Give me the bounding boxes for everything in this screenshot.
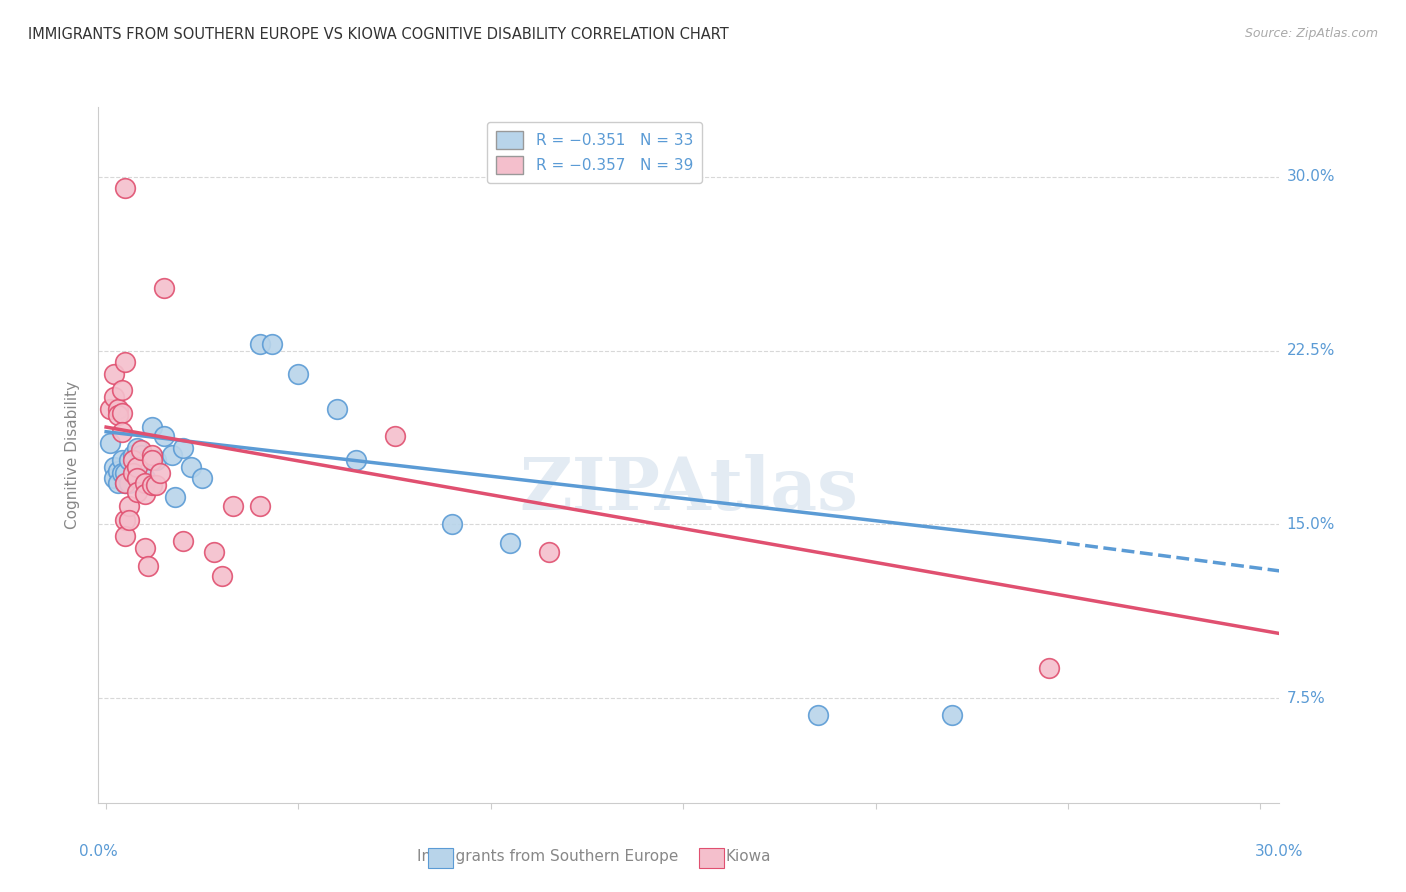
Point [114, 181, 136, 195]
Point [172, 533, 194, 548]
Point [122, 452, 145, 467]
Text: ZIPAtlas: ZIPAtlas [519, 454, 859, 525]
Point [537, 545, 560, 559]
Point [98, 436, 121, 450]
Point [153, 281, 176, 295]
Legend: R = −0.351   N = 33, R = −0.357   N = 39: R = −0.351 N = 33, R = −0.357 N = 39 [486, 121, 702, 184]
Point [114, 355, 136, 369]
Point [118, 499, 141, 513]
Text: IMMIGRANTS FROM SOUTHERN EUROPE VS KIOWA COGNITIVE DISABILITY CORRELATION CHART: IMMIGRANTS FROM SOUTHERN EUROPE VS KIOWA… [28, 27, 728, 42]
Point [260, 336, 283, 351]
Point [1038, 661, 1060, 675]
Point [110, 452, 132, 467]
Point [134, 475, 156, 490]
Point [211, 568, 233, 582]
Point [153, 429, 176, 443]
Point [107, 475, 129, 490]
Point [141, 478, 163, 492]
Point [222, 499, 245, 513]
Point [125, 485, 148, 500]
Point [249, 499, 271, 513]
Text: 22.5%: 22.5% [1286, 343, 1334, 358]
Point [134, 487, 156, 501]
Point [287, 367, 309, 381]
Point [110, 406, 132, 420]
Point [125, 459, 148, 474]
Point [441, 517, 464, 532]
Point [807, 707, 830, 722]
Point [103, 367, 125, 381]
Point [118, 452, 141, 467]
Point [202, 545, 225, 559]
Point [114, 467, 136, 481]
Point [141, 452, 163, 467]
Point [114, 513, 136, 527]
Point [98, 401, 121, 416]
Point [149, 467, 172, 481]
Point [129, 448, 152, 462]
Text: 30.0%: 30.0% [1286, 169, 1334, 184]
Point [107, 409, 129, 423]
Point [499, 536, 522, 550]
Point [138, 559, 160, 574]
Point [141, 420, 163, 434]
Y-axis label: Cognitive Disability: Cognitive Disability [65, 381, 80, 529]
Point [110, 425, 132, 439]
Point [110, 467, 132, 481]
Point [384, 429, 406, 443]
Point [160, 448, 183, 462]
Point [249, 336, 271, 351]
Text: Immigrants from Southern Europe: Immigrants from Southern Europe [416, 849, 678, 863]
Point [172, 441, 194, 455]
Point [165, 490, 187, 504]
Point [129, 443, 152, 458]
Point [191, 471, 214, 485]
Point [114, 529, 136, 543]
Point [180, 459, 202, 474]
Text: 30.0%: 30.0% [1256, 845, 1303, 859]
Point [103, 471, 125, 485]
Point [941, 707, 963, 722]
Point [125, 471, 148, 485]
Point [122, 448, 145, 462]
Point [110, 383, 132, 397]
Text: 0.0%: 0.0% [79, 845, 118, 859]
Point [326, 401, 349, 416]
Point [118, 475, 141, 490]
Point [125, 441, 148, 455]
Point [134, 541, 156, 555]
Point [114, 475, 136, 490]
Text: Source: ZipAtlas.com: Source: ZipAtlas.com [1244, 27, 1378, 40]
Point [107, 401, 129, 416]
Point [145, 478, 167, 492]
Text: Kiowa: Kiowa [725, 849, 770, 863]
Point [344, 452, 367, 467]
Point [114, 475, 136, 490]
Point [134, 471, 156, 485]
Point [103, 459, 125, 474]
Text: 15.0%: 15.0% [1286, 517, 1334, 532]
Point [145, 452, 167, 467]
Point [107, 464, 129, 478]
Point [103, 390, 125, 404]
Point [134, 452, 156, 467]
Text: 7.5%: 7.5% [1286, 691, 1326, 706]
Point [141, 448, 163, 462]
Point [118, 513, 141, 527]
Point [122, 467, 145, 481]
